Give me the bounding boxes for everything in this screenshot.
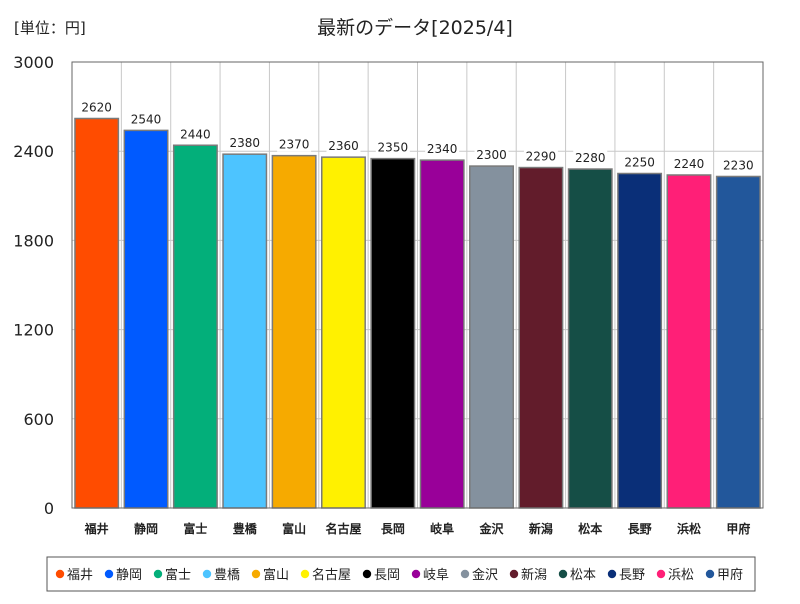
x-tick-label: 名古屋 [325, 521, 361, 536]
x-tick-label: 金沢 [479, 521, 505, 536]
legend-box [46, 556, 756, 592]
y-tick-label: 0 [44, 499, 54, 518]
data-label: 2340 [427, 142, 458, 156]
legend-marker [300, 569, 310, 579]
legend-entry: 富山 [263, 567, 289, 583]
legend-marker [509, 569, 519, 579]
data-label: 2620 [81, 100, 112, 114]
legend-entry: 甲府 [717, 568, 743, 583]
bar [469, 165, 515, 509]
data-label-background [523, 147, 558, 164]
legend-entry: 富士 [165, 567, 191, 583]
data-label-background [573, 149, 608, 166]
y-tick-label: 3000 [13, 53, 54, 72]
data-label: 2350 [378, 141, 409, 155]
data-label-background [277, 135, 312, 152]
legend-marker [362, 569, 372, 579]
legend-marker [104, 569, 114, 579]
bar [567, 168, 613, 509]
y-tick-label: 1800 [13, 231, 54, 250]
legend-marker [55, 569, 65, 579]
data-label-background [326, 137, 361, 154]
y-tick-label: 1200 [13, 321, 54, 340]
x-tick-label: 新潟 [529, 521, 553, 536]
bar [419, 159, 465, 509]
bar [172, 144, 218, 509]
legend-marker [558, 569, 568, 579]
chart-title: 最新のデータ[2025/4] [317, 17, 513, 39]
bar [370, 157, 416, 509]
x-tick-label: 岐阜 [430, 521, 454, 536]
data-label-background [474, 146, 509, 163]
data-label-background [622, 153, 657, 170]
legend-entry: 金沢 [472, 567, 498, 583]
data-label-background [375, 138, 410, 155]
bar [123, 129, 169, 509]
legend-marker [607, 569, 617, 579]
x-tick-label: 豊橋 [233, 521, 258, 536]
data-label: 2370 [279, 138, 310, 152]
legend: 福井 静岡 富士 豊橋 富山 名古屋 長岡 岐阜 金沢 新潟 松本 長野 浜松 甲府 [46, 556, 756, 592]
legend-entry: 岐阜 [423, 567, 449, 583]
data-label-background [227, 134, 262, 151]
legend-entry: 名古屋 [312, 567, 351, 583]
y-tick-label: 2400 [13, 142, 54, 161]
x-tick-label: 松本 [578, 521, 602, 536]
legend-marker [411, 569, 421, 579]
bar [617, 172, 663, 509]
data-label: 2360 [328, 139, 359, 153]
data-label-background [671, 154, 706, 171]
data-label-background [178, 125, 213, 142]
x-tick-label: 浜松 [677, 521, 701, 536]
legend-entry: 松本 [570, 568, 596, 583]
legend-marker [705, 569, 715, 579]
legend-entry: 新潟 [521, 567, 547, 583]
legend-entry: 豊橋 [214, 568, 240, 583]
legend-entry: 長岡 [374, 568, 400, 583]
x-tick-label: 甲府 [726, 521, 750, 536]
data-label: 2290 [526, 150, 557, 164]
plot-frame [71, 61, 764, 509]
x-tick-label: 富士 [183, 521, 207, 536]
data-label: 2540 [131, 112, 162, 126]
data-label: 2240 [674, 157, 705, 171]
data-label: 2230 [723, 158, 754, 172]
data-label-background [425, 140, 460, 157]
bar [271, 154, 317, 509]
x-tick-label: 富山 [282, 521, 306, 536]
legend-entry: 浜松 [668, 568, 694, 583]
plot-area: 0 600 1200 1800 2400 3000 2620 福井 2540 静岡 2440 富士 23… [13, 53, 764, 536]
x-tick-label: 長野 [628, 521, 652, 536]
legend-entry: 福井 [67, 568, 93, 583]
data-label: 2250 [624, 156, 655, 170]
bar [74, 117, 120, 509]
legend-marker [656, 569, 666, 579]
legend-marker [251, 569, 261, 579]
legend-marker [153, 569, 163, 579]
data-label: 2380 [229, 136, 260, 150]
unit-label: [単位：円] [14, 19, 86, 37]
bar [715, 175, 761, 509]
data-label: 2280 [575, 151, 606, 165]
bar [222, 153, 268, 509]
bar [666, 174, 712, 509]
legend-marker [202, 569, 212, 579]
data-label: 2440 [180, 127, 211, 141]
y-tick-label: 600 [23, 410, 54, 429]
x-tick-label: 長岡 [381, 521, 405, 536]
data-label-background [79, 98, 114, 115]
legend-entry: 長野 [619, 568, 645, 583]
data-label-background [129, 110, 164, 127]
legend-marker [460, 569, 470, 579]
data-label-background [721, 156, 756, 173]
data-label: 2300 [476, 148, 507, 162]
bar [518, 166, 564, 509]
x-tick-label: 静岡 [134, 521, 158, 536]
x-tick-label: 福井 [84, 521, 109, 536]
legend-entry: 静岡 [116, 568, 142, 583]
bar [320, 156, 366, 509]
